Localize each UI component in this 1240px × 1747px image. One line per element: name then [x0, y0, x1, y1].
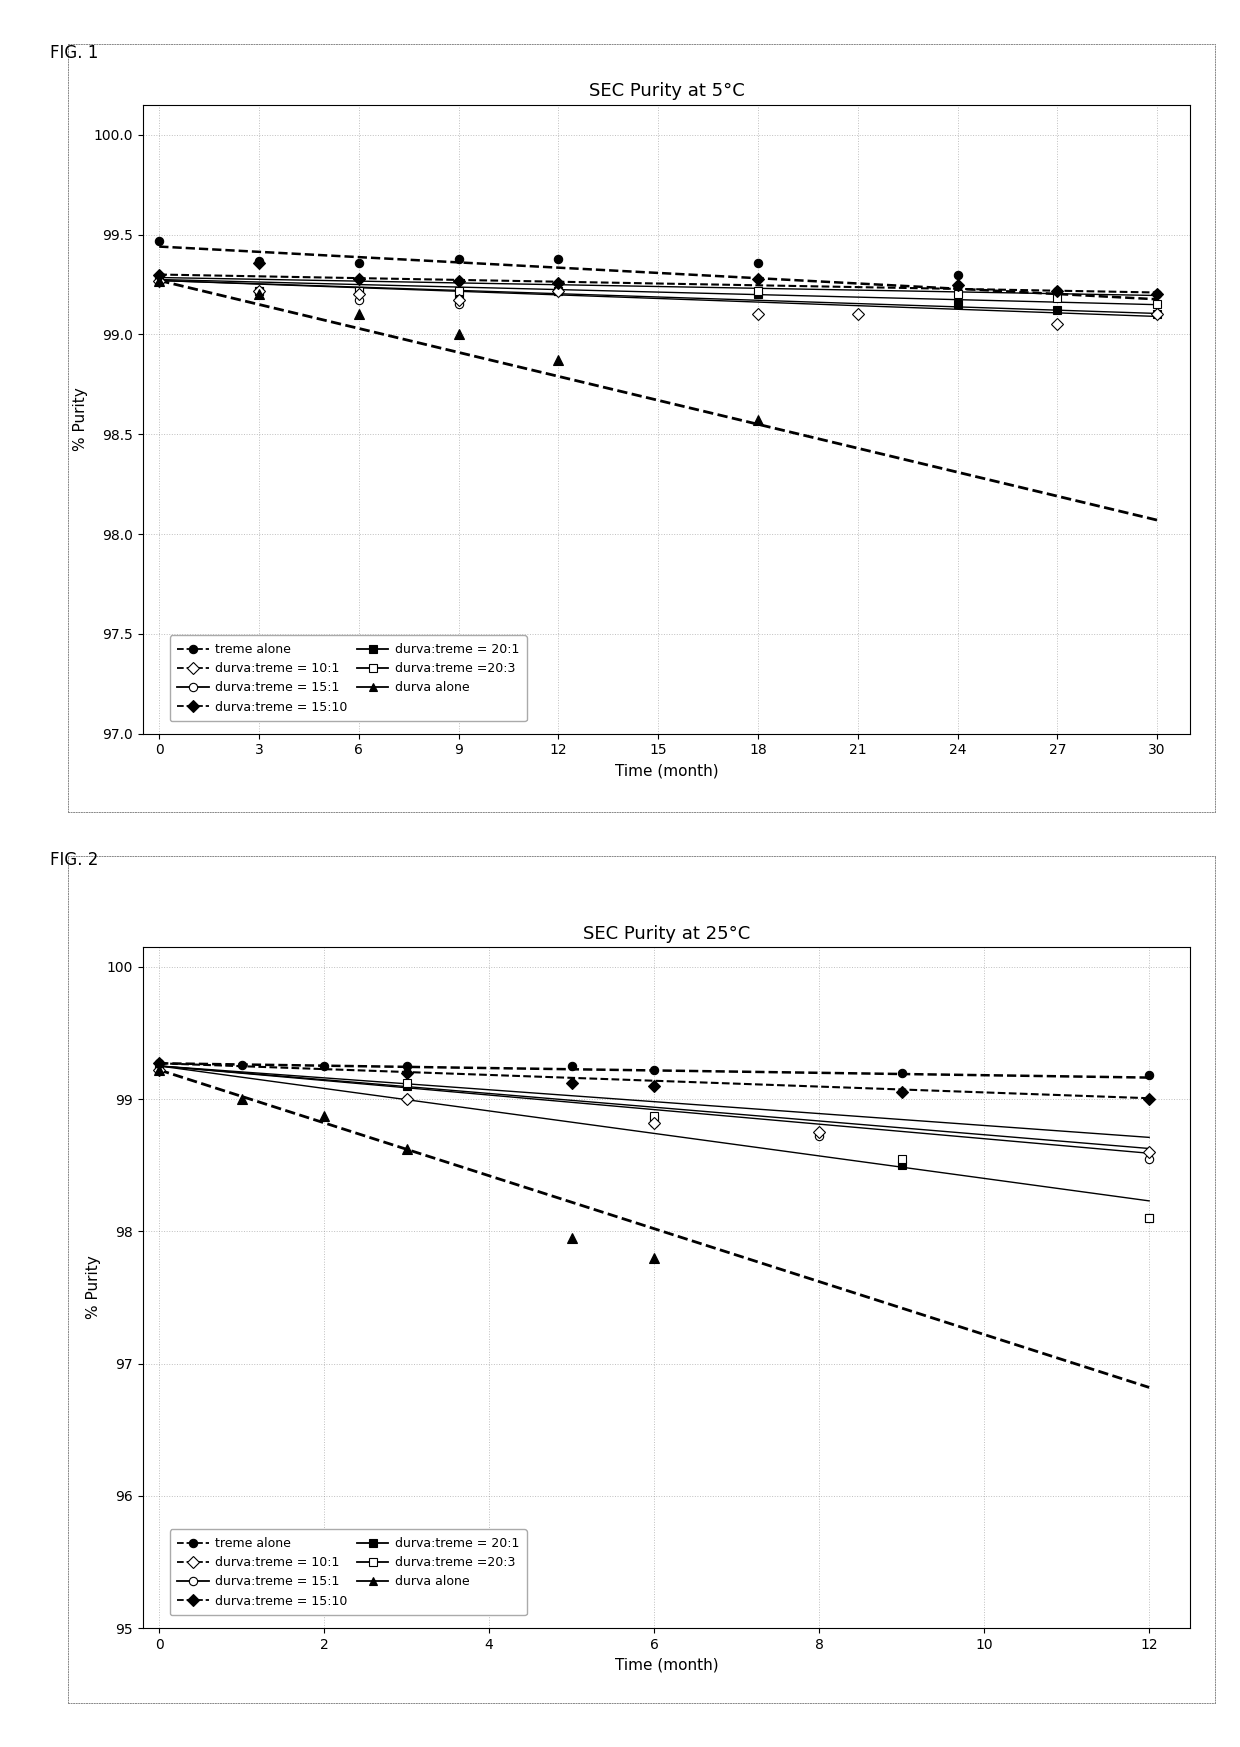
X-axis label: Time (month): Time (month): [615, 763, 718, 777]
Legend: treme alone, durva:treme = 10:1, durva:treme = 15:1, durva:treme = 15:10, durva:: treme alone, durva:treme = 10:1, durva:t…: [170, 1529, 527, 1616]
Text: FIG. 2: FIG. 2: [50, 851, 98, 868]
Title: SEC Purity at 5°C: SEC Purity at 5°C: [589, 82, 744, 101]
Y-axis label: % Purity: % Purity: [73, 388, 88, 451]
Text: FIG. 1: FIG. 1: [50, 44, 98, 61]
Title: SEC Purity at 25°C: SEC Purity at 25°C: [583, 924, 750, 943]
Legend: treme alone, durva:treme = 10:1, durva:treme = 15:1, durva:treme = 15:10, durva:: treme alone, durva:treme = 10:1, durva:t…: [170, 636, 527, 722]
X-axis label: Time (month): Time (month): [615, 1658, 718, 1672]
Y-axis label: % Purity: % Purity: [86, 1256, 100, 1319]
